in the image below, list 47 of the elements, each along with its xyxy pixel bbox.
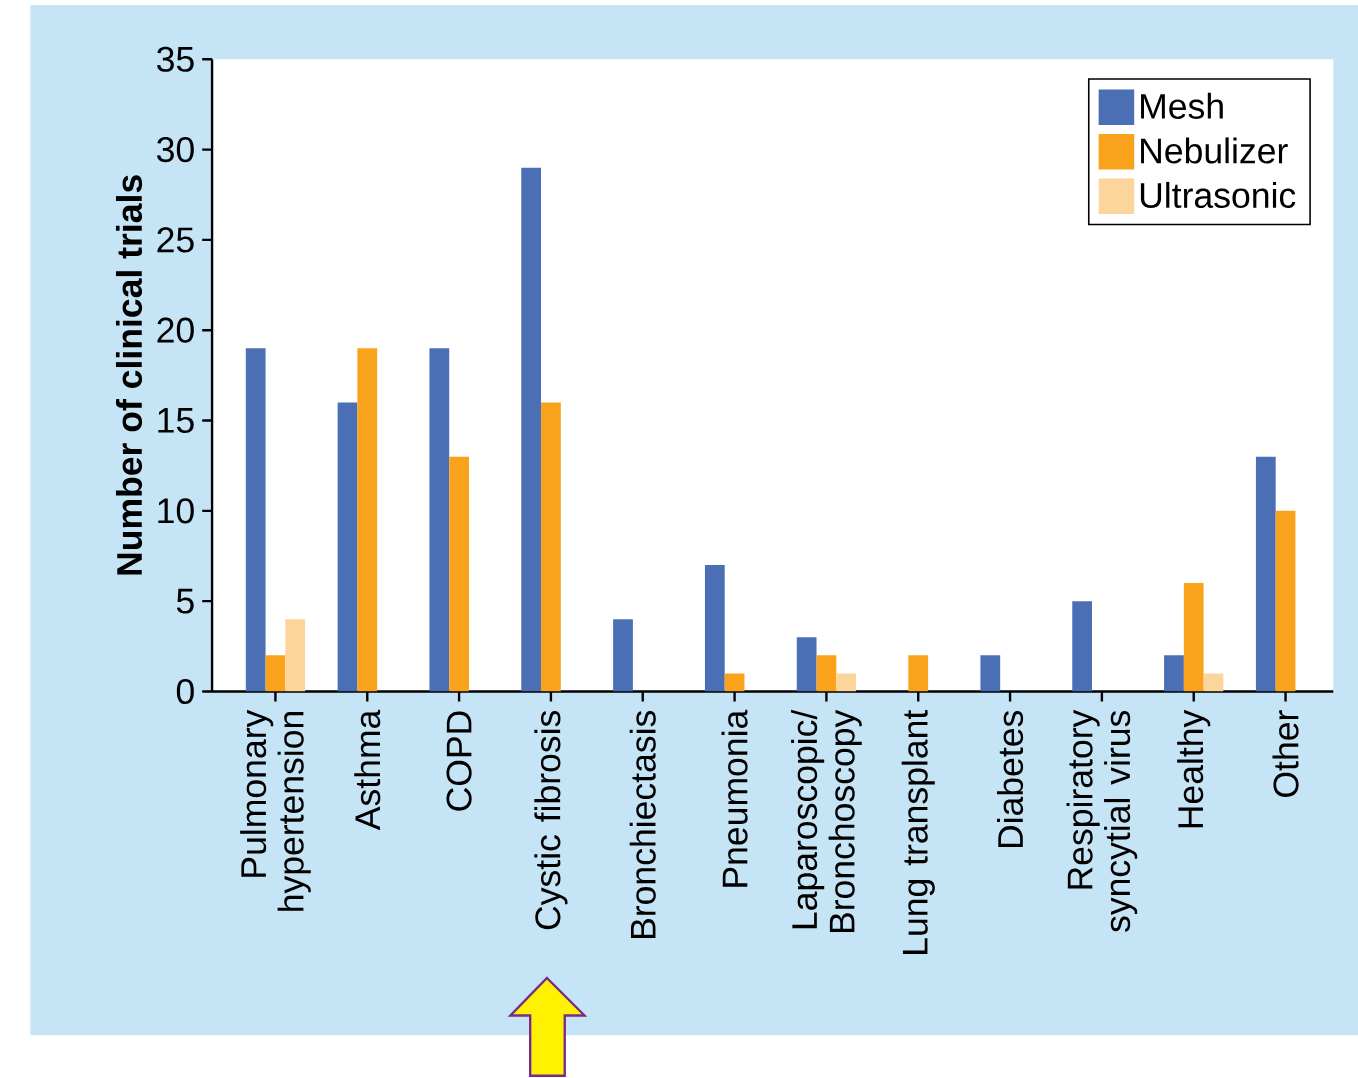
bar <box>541 402 561 692</box>
bar <box>1203 673 1224 692</box>
bar <box>980 655 1001 692</box>
y-tick-label: 25 <box>157 227 194 253</box>
legend-label: Nebulizer <box>1141 137 1288 164</box>
bar <box>704 565 725 692</box>
bar <box>1255 456 1276 692</box>
x-tick-label: COPD <box>446 711 472 811</box>
bar <box>285 619 306 692</box>
y-tick-label: 20 <box>157 317 194 343</box>
bar <box>357 348 378 692</box>
bar <box>908 655 929 692</box>
bar <box>796 637 817 692</box>
bar <box>1072 601 1093 692</box>
x-tick-label: Asthma <box>354 709 381 831</box>
bar <box>836 673 857 692</box>
x-tick-label: Laparoscopic/ Bronchoscopy <box>791 709 862 933</box>
x-tick-label: Cystic fibrosis <box>534 711 568 930</box>
bar <box>265 655 286 692</box>
bar <box>816 655 837 692</box>
bar <box>1183 583 1204 692</box>
bar <box>1275 510 1296 692</box>
x-tick-label: Diabetes <box>997 711 1024 848</box>
y-tick-label: 35 <box>157 46 194 72</box>
x-tick-label: Other <box>1272 710 1299 798</box>
y-tick-label: 5 <box>176 588 194 614</box>
y-axis-title: Number of clinical trials <box>115 175 143 575</box>
legend-label: Ultrasonic <box>1140 182 1296 209</box>
bar <box>521 167 542 692</box>
y-tick-label: 15 <box>158 408 194 434</box>
bar <box>245 348 266 692</box>
bar <box>337 402 358 692</box>
y-tick-label: 0 <box>176 679 194 705</box>
x-tick-label: Pulmonary hypertension <box>240 709 311 911</box>
bar <box>429 348 450 692</box>
x-tick-label: Lung transplant <box>901 710 935 955</box>
x-tick-label: Bronchiectasis <box>629 711 656 939</box>
x-tick-label: Respiratory syncytial virus <box>1066 709 1138 933</box>
x-tick-label: Pneumonia <box>721 709 748 887</box>
x-tick-label: Healthy <box>1177 709 1211 828</box>
bar <box>1164 655 1184 692</box>
bar <box>724 673 745 692</box>
bar <box>449 456 469 692</box>
legend-label: Mesh <box>1141 92 1223 120</box>
y-tick-label: 10 <box>158 498 194 524</box>
bar <box>613 619 633 692</box>
y-tick-label: 30 <box>157 137 194 163</box>
